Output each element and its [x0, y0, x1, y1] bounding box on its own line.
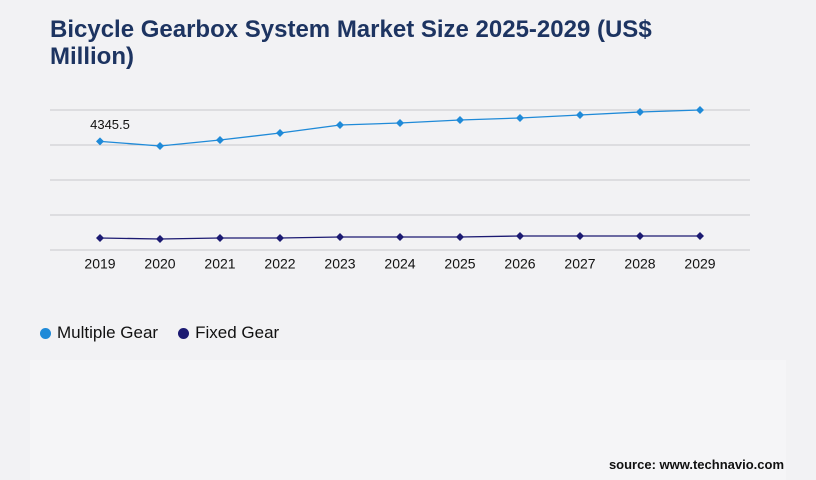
point: [336, 121, 344, 129]
point: [456, 233, 464, 241]
legend: Multiple Gear Fixed Gear: [40, 323, 279, 343]
x-tick-label: 2022: [264, 256, 295, 272]
chart-title: Bicycle Gearbox System Market Size 2025-…: [50, 16, 652, 70]
point: [456, 116, 464, 124]
point: [276, 234, 284, 242]
point: [216, 136, 224, 144]
point: [156, 142, 164, 150]
x-tick-label: 2019: [84, 256, 115, 272]
chart: 2019 2020 2021 2022 2023 2024 2025 2026 2027 2028…: [50, 106, 750, 272]
x-tick-label: 2021: [204, 256, 235, 272]
point: [396, 233, 404, 241]
point: [696, 232, 704, 240]
legend-item: Fixed Gear: [178, 323, 279, 343]
point: [336, 233, 344, 241]
source: source: www.technavio.com: [608, 457, 784, 472]
legend-label: Multiple Gear: [57, 323, 159, 342]
point: [636, 108, 644, 116]
legend-marker: [40, 327, 51, 339]
legend-marker: [178, 327, 190, 339]
point: [216, 234, 224, 242]
point: [276, 129, 284, 137]
point: [96, 137, 104, 146]
point: [156, 235, 164, 243]
x-tick-label: 2027: [564, 256, 595, 272]
point: [396, 119, 404, 127]
x-tick-label: 2026: [504, 256, 535, 272]
point: [576, 111, 584, 119]
x-tick-label: 2023: [324, 256, 355, 272]
x-tick-label: 2028: [624, 256, 655, 272]
legend-label: Fixed Gear: [195, 323, 280, 342]
x-tick-label: 2029: [684, 256, 715, 272]
x-tick-label: 2020: [144, 256, 175, 272]
legend-item: Multiple Gear: [40, 323, 158, 343]
x-tick-label: 2025: [444, 256, 475, 272]
series-line: [99, 109, 701, 147]
point: [576, 232, 584, 240]
point: [516, 114, 524, 122]
point: [96, 234, 104, 242]
panel: [30, 360, 786, 480]
point: [636, 232, 644, 240]
point: [516, 232, 524, 240]
data-label: 4345.5: [90, 117, 130, 132]
point: [696, 106, 704, 114]
x-tick-label: 2024: [384, 256, 415, 272]
